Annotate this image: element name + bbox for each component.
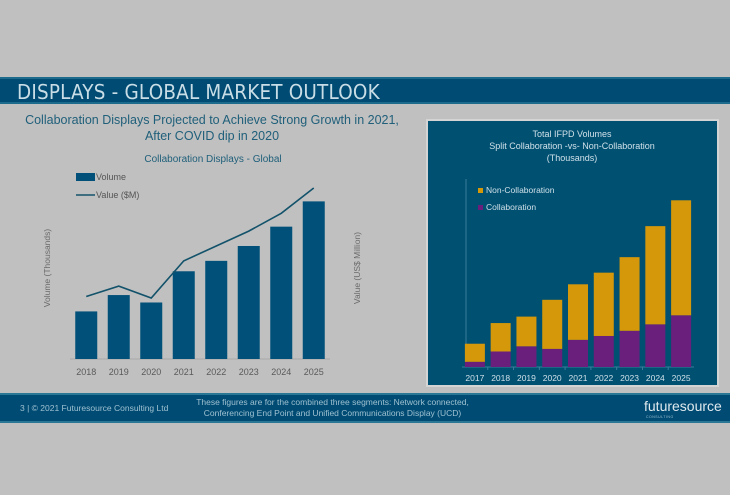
x-tick-label: 2021 xyxy=(569,373,588,383)
x-tick-label: 2024 xyxy=(271,367,291,377)
legend-non-collab-label: Non-Collaboration xyxy=(486,185,555,195)
slide-footer: 3 | © 2021 Futuresource Consulting Ltd T… xyxy=(0,393,730,423)
non-collab-bar-2021 xyxy=(568,284,588,340)
collab-bar-2020 xyxy=(542,348,563,367)
legend-non-collab-swatch xyxy=(478,188,483,193)
logo-text: futuresource xyxy=(644,398,722,414)
non-collab-bar-2020 xyxy=(542,299,563,349)
volume-bar-2022 xyxy=(205,260,228,359)
footer-note: These figures are for the combined three… xyxy=(196,397,469,418)
x-tick-label: 2023 xyxy=(620,373,639,383)
collab-bar-2024 xyxy=(645,324,666,367)
x-tick-label: 2024 xyxy=(646,373,665,383)
x-tick-label: 2025 xyxy=(304,367,324,377)
non-collab-bar-2024 xyxy=(645,226,666,325)
volume-bar-2018 xyxy=(75,311,98,359)
chart-title: Collaboration Displays - Global xyxy=(144,154,281,165)
x-tick-label: 2018 xyxy=(491,373,510,383)
x-tick-label: 2025 xyxy=(672,373,691,383)
non-collab-bar-2017 xyxy=(464,343,485,362)
slide-subtitle: Collaboration Displays Projected to Achi… xyxy=(25,113,399,143)
stacked-chart-svg: Total IFPD Volumes Split Collaboration -… xyxy=(462,129,694,383)
x-tick-label: 2021 xyxy=(174,367,194,377)
legend-volume-swatch xyxy=(76,173,95,181)
non-collab-bar-2022 xyxy=(593,272,614,336)
chart-title-line-1: Total IFPD Volumes xyxy=(532,129,612,139)
x-tick-label: 2017 xyxy=(465,373,484,383)
legend-value-label: Value ($M) xyxy=(96,190,139,200)
non-collab-bar-2023 xyxy=(619,257,640,331)
legend-collab-swatch xyxy=(478,205,483,210)
legend-volume-label: Volume xyxy=(96,172,126,182)
ifpd-volumes-panel: Total IFPD Volumes Split Collaboration -… xyxy=(426,119,719,387)
x-tick-label: 2020 xyxy=(141,367,161,377)
legend-collab-label: Collaboration xyxy=(486,202,536,212)
collaboration-displays-chart: Collaboration Displays - Global Volume V… xyxy=(30,148,390,393)
x-tick-label: 2020 xyxy=(543,373,562,383)
x-tick-label: 2019 xyxy=(517,373,536,383)
collab-bar-2025 xyxy=(671,315,692,367)
collab-bar-2017 xyxy=(464,361,485,367)
volume-bar-2019 xyxy=(107,295,130,359)
footer-page-credit: 3 | © 2021 Futuresource Consulting Ltd xyxy=(20,403,169,413)
slide-title-bar: DISPLAYS - GLOBAL MARKET OUTLOOK xyxy=(0,77,730,104)
volume-bar-2021 xyxy=(172,271,195,359)
collab-bar-2022 xyxy=(593,335,614,367)
collab-bar-2018 xyxy=(490,351,511,367)
volume-bar-2024 xyxy=(270,226,293,359)
x-tick-label: 2022 xyxy=(206,367,226,377)
non-collab-bar-2018 xyxy=(490,323,511,352)
x-tick-label: 2019 xyxy=(109,367,129,377)
non-collab-bar-2025 xyxy=(671,200,692,316)
collab-bar-2021 xyxy=(568,339,588,367)
chart-title-line-3: (Thousands) xyxy=(547,153,598,163)
x-tick-label: 2023 xyxy=(239,367,259,377)
collab-bar-2023 xyxy=(619,330,640,367)
volume-bar-2023 xyxy=(237,245,260,359)
non-collab-bar-2019 xyxy=(516,316,537,347)
y2-axis-label: Value (US$ Million) xyxy=(352,232,362,304)
x-tick-label: 2022 xyxy=(594,373,613,383)
futuresource-logo: futuresource CONSULTING xyxy=(644,398,722,419)
combo-chart-svg: Collaboration Displays - Global Volume V… xyxy=(42,154,362,377)
volume-bar-2020 xyxy=(140,302,163,359)
collab-bar-2019 xyxy=(516,346,537,367)
logo-subtext: CONSULTING xyxy=(646,415,674,419)
value-line xyxy=(86,187,315,299)
x-tick-label: 2018 xyxy=(76,367,96,377)
y-axis-label: Volume (Thousands) xyxy=(42,229,52,308)
volume-bar-2025 xyxy=(302,201,325,359)
chart-title-line-2: Split Collaboration -vs- Non-Collaborati… xyxy=(489,141,655,151)
slide-title: DISPLAYS - GLOBAL MARKET OUTLOOK xyxy=(17,80,380,104)
